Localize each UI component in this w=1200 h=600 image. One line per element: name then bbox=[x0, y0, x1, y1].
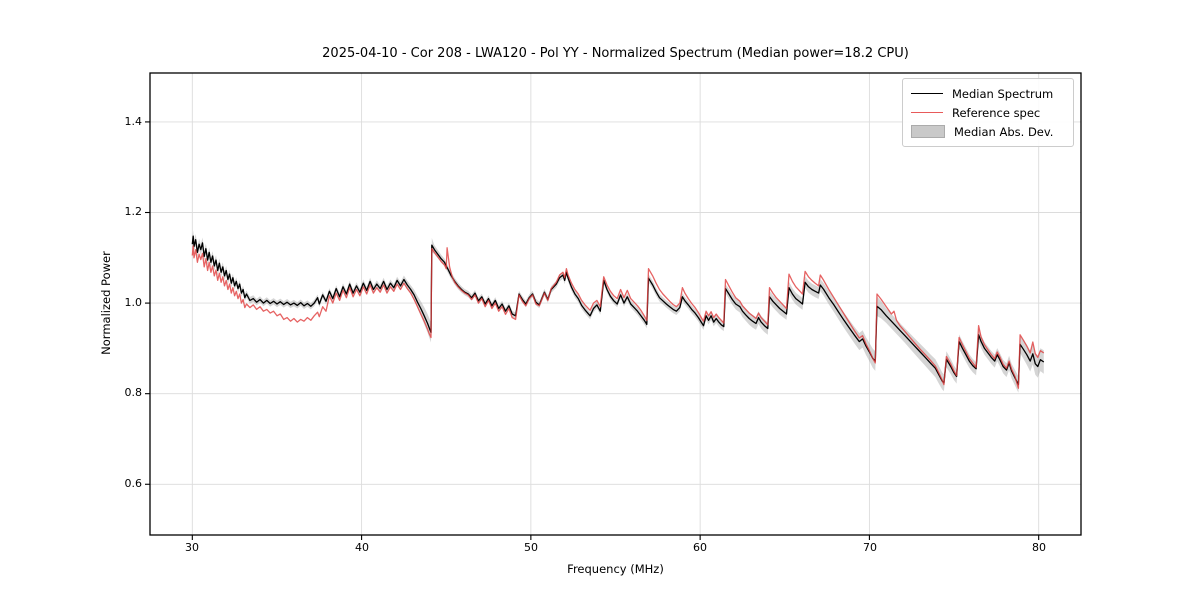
y-tick-label-0-6: 0.6 bbox=[124, 477, 143, 490]
x-tick-label-30: 30 bbox=[185, 541, 199, 554]
legend: Median Spectrum Reference spec Median Ab… bbox=[902, 78, 1074, 147]
legend-line-median-spectrum-icon bbox=[911, 93, 943, 94]
y-tick-label-1-4: 1.4 bbox=[124, 115, 143, 128]
legend-label-reference-spec: Reference spec bbox=[952, 105, 1041, 120]
x-tick-label-70: 70 bbox=[863, 541, 877, 554]
legend-label-median-spectrum: Median Spectrum bbox=[952, 86, 1054, 101]
legend-item-median-spectrum: Median Spectrum bbox=[911, 84, 1064, 103]
legend-patch-median-abs-dev-icon bbox=[911, 125, 945, 138]
legend-label-median-abs-dev: Median Abs. Dev. bbox=[954, 124, 1054, 139]
x-tick-label-50: 50 bbox=[524, 541, 538, 554]
x-tick-label-40: 40 bbox=[355, 541, 369, 554]
legend-line-reference-spec-icon bbox=[911, 112, 943, 113]
y-tick-label-1-2: 1.2 bbox=[124, 205, 143, 218]
plot-title: 2025-04-10 - Cor 208 - LWA120 - Pol YY -… bbox=[322, 46, 909, 61]
y-tick-label-1-0: 1.0 bbox=[124, 296, 143, 309]
y-tick-label-0-8: 0.8 bbox=[124, 386, 143, 399]
x-axis-label: Frequency (MHz) bbox=[567, 562, 664, 576]
legend-item-reference-spec: Reference spec bbox=[911, 103, 1064, 122]
x-tick-label-80: 80 bbox=[1032, 541, 1046, 554]
x-tick-label-60: 60 bbox=[693, 541, 707, 554]
legend-item-median-abs-dev: Median Abs. Dev. bbox=[911, 122, 1064, 141]
